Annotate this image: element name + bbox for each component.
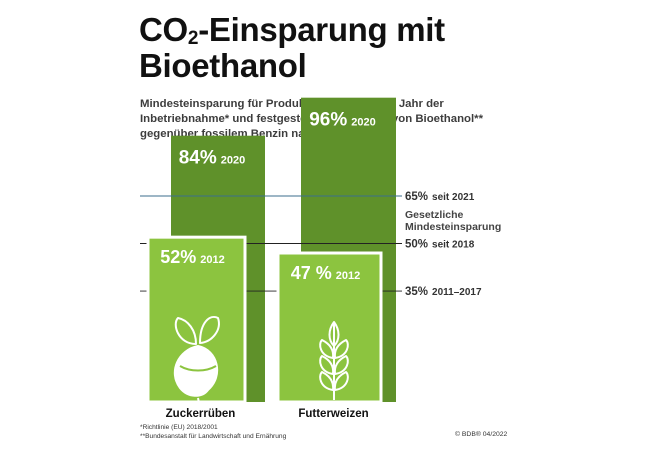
category-label-1: Zuckerrüben <box>166 408 236 420</box>
bar-2-front-label: 47 % 2012 <box>291 263 361 283</box>
title-subscript: 2 <box>187 28 199 49</box>
wheat-ear-icon <box>319 321 349 400</box>
reference-label-35: 35% 2011–2017 <box>405 286 482 298</box>
copyright-credit: © BDB® 04/2022 <box>455 431 508 438</box>
reference-label-50: 50% seit 2018 <box>405 239 475 251</box>
bar-1-front-label: 52% 2012 <box>160 247 225 267</box>
sugar-beet-icon <box>173 316 220 409</box>
bar-2-back-label: 96% 2020 <box>309 110 376 131</box>
footnote-1: *Richtlinie (EU) 2018/2001 <box>140 424 218 431</box>
reference-header-line2: Mindesteinsparung <box>405 221 501 233</box>
title-rest: -Einsparung mit <box>198 11 445 48</box>
footnotes: *Richtlinie (EU) 2018/2001 **Bundesansta… <box>140 423 286 441</box>
reference-header-line1: Gesetzliche <box>405 209 464 221</box>
category-label-2: Futterweizen <box>298 408 368 420</box>
title-line2: Bioethanol <box>139 47 307 84</box>
footnote-2: **Bundesanstalt für Landwirtschaft und E… <box>140 433 287 440</box>
title-co: CO <box>139 11 188 48</box>
chart-title: CO2-Einsparung mit Bioethanol <box>139 12 559 84</box>
reference-label-65: 65% seit 2021 <box>405 191 475 203</box>
bar-1-back-label: 84% 2020 <box>179 148 246 169</box>
